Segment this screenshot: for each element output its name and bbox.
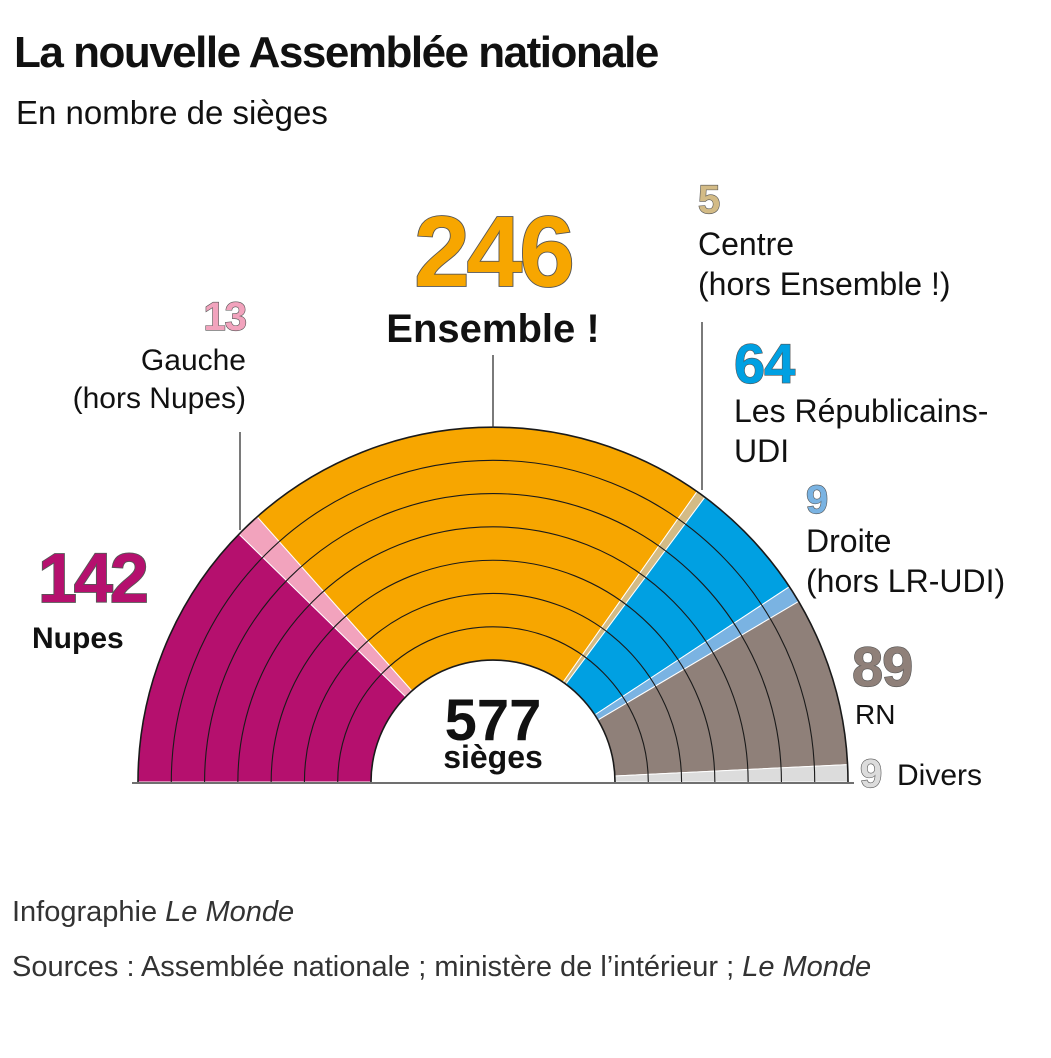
party-label-gauche-hors-nupes: Gauche	[141, 344, 246, 377]
seat-count-nupes: 142	[38, 539, 147, 617]
party-label-divers: Divers	[897, 759, 982, 792]
label-group-centre-hors-ensemble: 5 Centre (hors Ensemble !)	[697, 177, 951, 490]
party-label-gauche-hors-nupes: (hors Nupes)	[73, 382, 246, 415]
seat-count-les-republicains-udi: 64	[734, 332, 795, 395]
chart-title: La nouvelle Assemblée nationale	[14, 28, 659, 77]
label-group-divers: 9 Divers	[859, 751, 982, 796]
seat-count-droite-hors-lr-udi: 9	[806, 478, 827, 522]
party-label-centre-hors-ensemble: (hors Ensemble !)	[698, 266, 951, 302]
seat-count-centre-hors-ensemble: 5	[698, 178, 720, 222]
infographic-credit: Infographie Le Monde	[12, 896, 295, 928]
seat-count-gauche-hors-nupes: 13	[204, 295, 247, 339]
ring-line	[370, 659, 616, 783]
total-seats-value: 577	[445, 688, 542, 753]
total-seats-label: sièges	[443, 739, 543, 775]
seat-count-rn: 89	[852, 635, 912, 698]
sources-note: Sources : Assemblée nationale ; ministèr…	[12, 951, 872, 983]
seat-count-divers: 9	[860, 752, 881, 796]
ring-line	[237, 526, 749, 783]
party-label-rn: RN	[855, 699, 895, 730]
party-label-ensemble: Ensemble !	[386, 307, 599, 351]
seat-count-ensemble: 246	[414, 196, 572, 308]
party-label-les-republicains-udi: UDI	[734, 433, 789, 469]
label-group-nupes: 142 Nupes	[32, 538, 151, 655]
party-label-droite-hors-lr-udi: (hors LR-UDI)	[806, 563, 1005, 599]
party-label-les-republicains-udi: Les Républicains-	[734, 393, 988, 429]
party-label-droite-hors-lr-udi: Droite	[806, 523, 891, 559]
label-group-gauche-hors-nupes: 13 Gauche (hors Nupes)	[73, 294, 248, 530]
ring-line	[204, 493, 782, 783]
chart-subtitle: En nombre de sièges	[16, 94, 328, 131]
ring-line	[170, 459, 816, 783]
ring-line	[337, 626, 649, 783]
party-label-centre-hors-ensemble: Centre	[698, 226, 794, 262]
ring-line	[303, 592, 683, 783]
ring-line	[270, 559, 716, 783]
party-label-nupes: Nupes	[32, 622, 124, 655]
